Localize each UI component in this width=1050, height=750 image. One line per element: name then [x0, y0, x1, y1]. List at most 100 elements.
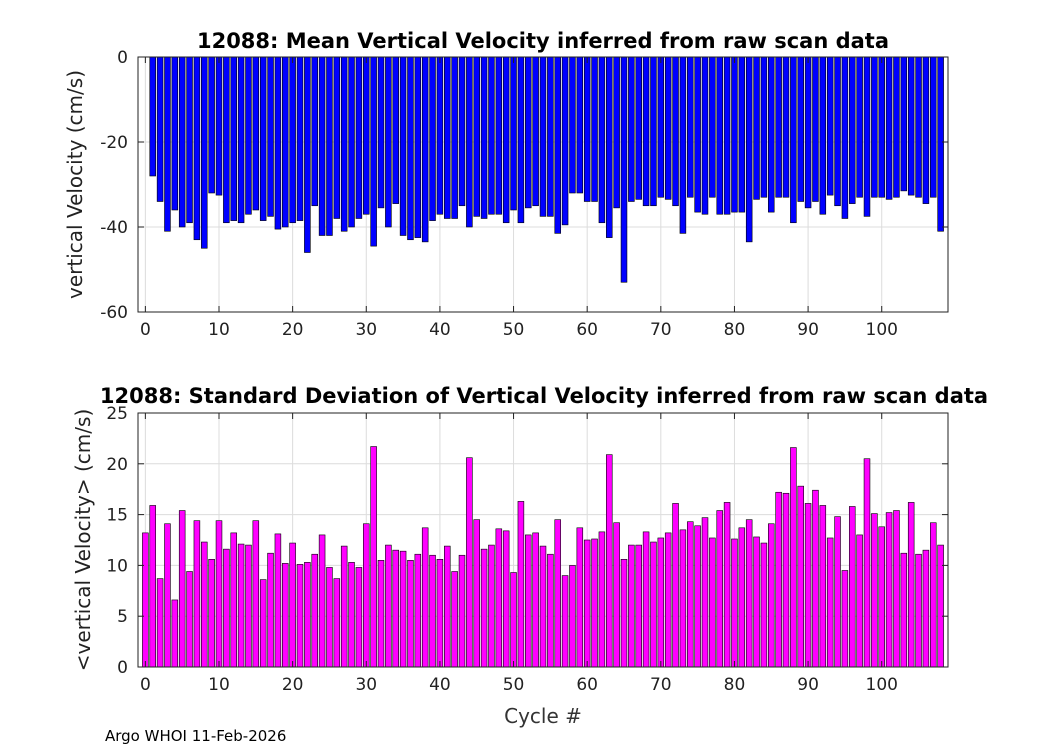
bar	[407, 56, 414, 241]
bar	[716, 56, 723, 215]
x-tick-label: 10	[208, 675, 230, 695]
y-tick-label: 0	[117, 48, 128, 68]
bar	[348, 56, 355, 228]
bar	[215, 56, 223, 196]
bar	[517, 56, 525, 224]
bar	[768, 523, 775, 668]
bar	[841, 570, 849, 668]
bar	[142, 532, 149, 668]
bar	[304, 562, 311, 668]
bar	[223, 56, 230, 224]
bar	[753, 56, 760, 200]
bar	[591, 56, 598, 202]
y-tick-label: 20	[106, 455, 128, 475]
x-axis-label: Cycle #	[504, 704, 582, 728]
bar	[377, 56, 385, 209]
bar	[635, 544, 642, 668]
bar	[245, 56, 252, 215]
bar	[193, 520, 201, 668]
x-tick-label: 70	[650, 675, 672, 695]
bar	[289, 542, 296, 668]
bar	[333, 56, 341, 219]
bar	[539, 545, 547, 668]
bar	[871, 513, 878, 668]
bar	[878, 56, 885, 198]
bar	[731, 538, 738, 668]
bar	[672, 503, 679, 668]
bar	[723, 56, 731, 215]
bar	[583, 539, 591, 668]
bar	[444, 545, 451, 668]
plot-frame	[137, 412, 949, 668]
bar	[363, 56, 370, 215]
bar	[392, 56, 399, 204]
bar	[554, 519, 561, 668]
x-tick-label: 20	[282, 320, 304, 340]
bar	[819, 56, 827, 215]
bar	[186, 571, 193, 668]
x-tick-label: 50	[503, 675, 525, 695]
bar	[804, 56, 812, 209]
bar	[355, 567, 363, 668]
bar	[664, 56, 672, 200]
bar	[694, 56, 701, 213]
bar	[164, 523, 171, 668]
bar	[679, 56, 687, 234]
bar	[407, 560, 414, 668]
bar	[826, 56, 834, 196]
bar	[458, 554, 466, 668]
y-tick-label: -40	[100, 218, 128, 238]
bar	[937, 56, 944, 232]
x-tick-label: 90	[797, 675, 819, 695]
bar	[561, 56, 569, 226]
bar	[672, 56, 679, 207]
x-tick-label: 0	[140, 675, 151, 695]
bar	[768, 56, 775, 213]
bar	[701, 56, 709, 215]
bar	[760, 542, 768, 668]
bar	[709, 56, 716, 198]
bar	[149, 505, 156, 668]
bar	[650, 541, 657, 668]
y-tick-label: -60	[100, 303, 128, 323]
y-tick-label: 5	[117, 607, 128, 627]
bar	[790, 56, 797, 224]
x-tick-label: 40	[429, 320, 451, 340]
bar	[267, 56, 274, 217]
bar	[915, 553, 922, 668]
bar	[871, 56, 878, 198]
bar	[893, 510, 900, 668]
bar	[554, 56, 561, 234]
bar	[502, 56, 510, 224]
bar	[922, 56, 930, 204]
bar	[208, 56, 215, 194]
bar	[885, 512, 893, 668]
x-tick-label: 90	[797, 320, 819, 340]
bar	[436, 559, 444, 668]
bar	[731, 56, 738, 213]
bar	[370, 446, 377, 668]
bar	[296, 564, 304, 668]
bar	[363, 523, 370, 668]
bar	[687, 56, 694, 198]
bar	[701, 517, 709, 668]
bar	[429, 56, 436, 221]
y-axis-label: <vertical Velocity> (cm/s)	[71, 409, 95, 672]
y-tick-label: 15	[106, 506, 128, 526]
bar	[156, 56, 164, 202]
bar	[849, 506, 856, 668]
bar	[878, 526, 885, 668]
bar	[488, 544, 495, 668]
bar	[723, 502, 731, 668]
bar	[237, 56, 245, 224]
bar	[517, 501, 525, 668]
bar	[495, 528, 503, 668]
bar	[775, 56, 782, 198]
x-tick-label: 100	[866, 320, 898, 340]
x-tick-label: 100	[866, 675, 898, 695]
bar	[399, 550, 407, 668]
bar	[613, 56, 620, 209]
bar	[709, 537, 716, 668]
plot-frame	[137, 56, 949, 313]
bar	[392, 549, 399, 668]
